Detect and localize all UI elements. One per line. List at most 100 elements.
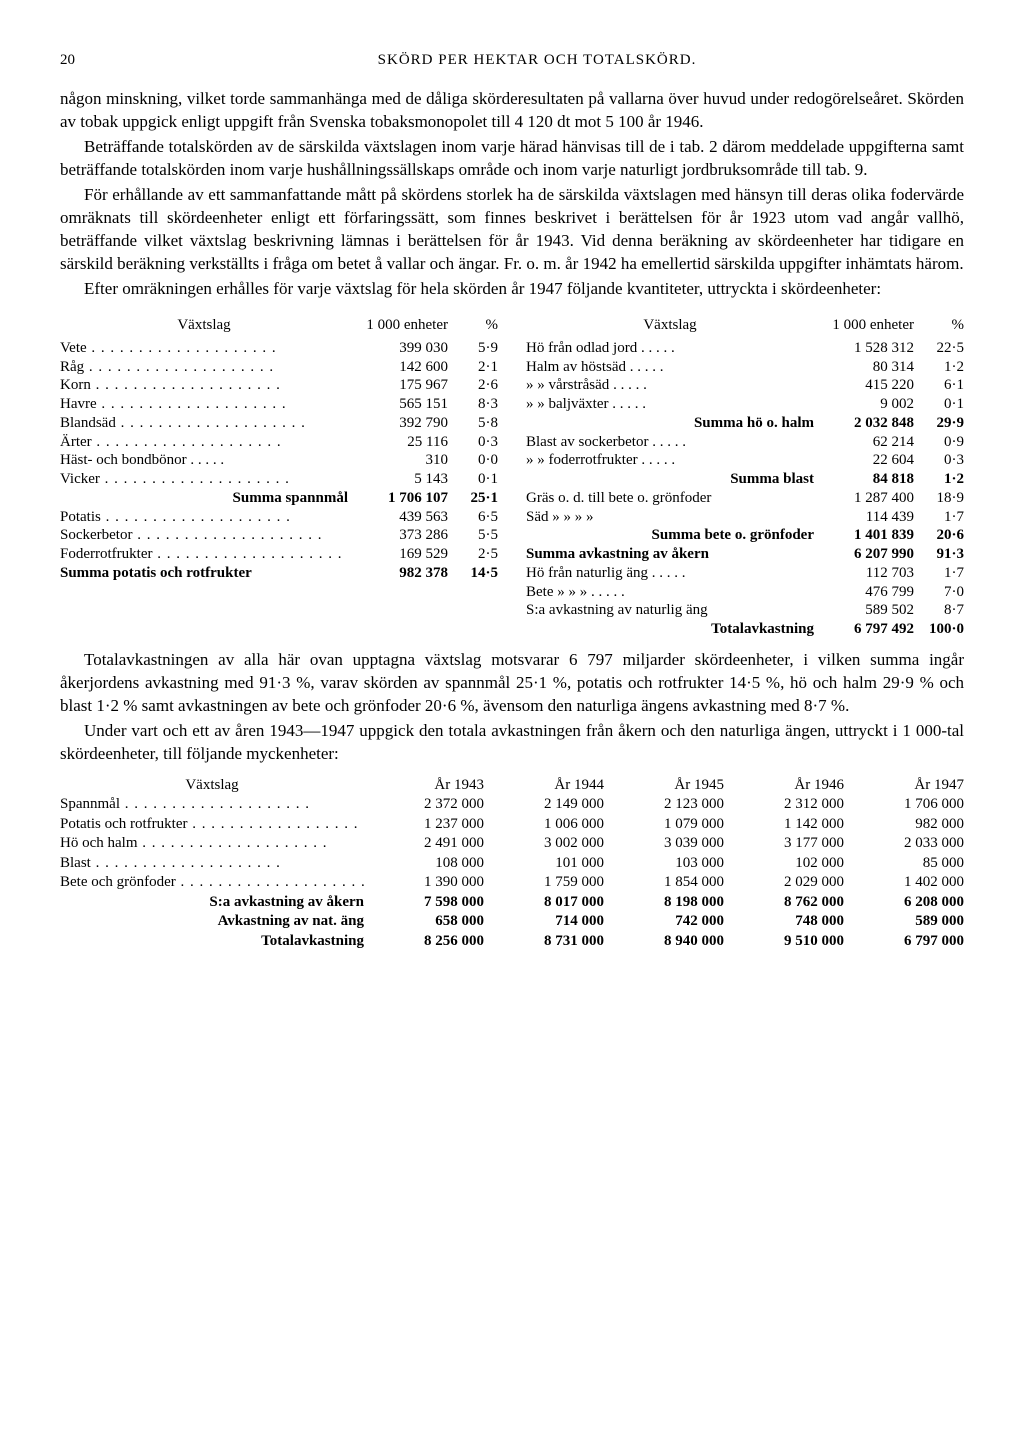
yt-label: Blast [60,854,364,874]
row-value: 476 799 [814,583,914,602]
row-label: Potatis [60,508,348,527]
yt-cell: 1 237 000 [364,815,484,835]
yt-head-5: År 1947 [844,776,964,796]
yt-cell: 982 000 [844,815,964,835]
row-label: Summa avkastning av åkern [526,545,814,564]
table-row: Potatis439 5636·5 [60,508,498,527]
row-percent: 0·9 [914,433,964,452]
yt-cell: 8 017 000 [484,893,604,913]
yt-cell: 8 940 000 [604,932,724,952]
row-percent: 5·9 [448,339,498,358]
row-percent: 20·6 [914,526,964,545]
row-label: Sockerbetor [60,526,348,545]
table-row: Vicker5 1430·1 [60,470,498,489]
row-label: Gräs o. d. till bete o. grönfoder [526,489,814,508]
yt-cell: 2 312 000 [724,795,844,815]
table-row: Råg142 6002·1 [60,358,498,377]
yt-label: S:a avkastning av åkern [60,893,364,913]
row-value: 565 151 [348,395,448,414]
row-label: Blast av sockerbetor [526,433,814,452]
table-header: Växtslag 1 000 enheter % [60,315,498,335]
row-label: Halm av höstsäd [526,358,814,377]
yt-label: Totalavkastning [60,932,364,952]
yt-cell: 1 854 000 [604,873,724,893]
row-percent: 0·3 [448,433,498,452]
yt-cell: 658 000 [364,912,484,932]
crop-table-1: Växtslag 1 000 enheter % Vete399 0305·9R… [60,315,964,639]
yt-cell: 8 731 000 [484,932,604,952]
yt-cell: 3 002 000 [484,834,604,854]
row-value: 84 818 [814,470,914,489]
yt-cell: 1 706 000 [844,795,964,815]
year-table-row: Blast108 000101 000103 000102 00085 000 [60,854,964,874]
row-label: Hö från naturlig äng [526,564,814,583]
row-value: 9 002 [814,395,914,414]
row-percent: 25·1 [448,489,498,508]
row-label: » » foderrotfrukter [526,451,814,470]
row-percent: 6·5 [448,508,498,527]
row-percent: 5·8 [448,414,498,433]
row-percent: 5·5 [448,526,498,545]
table-row: » » vårstråsäd415 2206·1 [526,376,964,395]
row-value: 1 401 839 [814,526,914,545]
col-percent: % [914,315,964,335]
table-row: Häst- och bondbönor3100·0 [60,451,498,470]
row-percent: 0·0 [448,451,498,470]
row-label: Råg [60,358,348,377]
yt-cell: 1 759 000 [484,873,604,893]
row-label: Summa spannmål [60,489,348,508]
row-value: 5 143 [348,470,448,489]
yt-cell: 3 039 000 [604,834,724,854]
paragraph-5: Totalavkastningen av alla här ovan uppta… [60,649,964,718]
yt-cell: 2 372 000 [364,795,484,815]
yt-cell: 8 198 000 [604,893,724,913]
row-label: Korn [60,376,348,395]
row-value: 399 030 [348,339,448,358]
row-value: 1 528 312 [814,339,914,358]
row-percent: 0·1 [914,395,964,414]
row-label: Vicker [60,470,348,489]
row-label: Summa bete o. grönfoder [526,526,814,545]
row-label: S:a avkastning av naturlig äng [526,601,814,620]
row-value: 6 207 990 [814,545,914,564]
col-vaxtslag: Växtslag [526,315,814,335]
year-table-row: Avkastning av nat. äng658 000714 000742 … [60,912,964,932]
running-title: SKÖRD PER HEKTAR OCH TOTALSKÖRD. [110,50,964,70]
row-percent: 22·5 [914,339,964,358]
table-row: » » baljväxter9 0020·1 [526,395,964,414]
yt-cell: 1 402 000 [844,873,964,893]
yt-cell: 8 256 000 [364,932,484,952]
paragraph-1: någon minskning, vilket torde sammanhäng… [60,88,964,134]
row-value: 415 220 [814,376,914,395]
row-value: 982 378 [348,564,448,583]
row-value: 80 314 [814,358,914,377]
yt-cell: 2 123 000 [604,795,724,815]
col-vaxtslag: Växtslag [60,315,348,335]
yt-head-3: År 1945 [604,776,724,796]
yt-cell: 714 000 [484,912,604,932]
table-row: Foderrotfrukter169 5292·5 [60,545,498,564]
table-row: Havre565 1518·3 [60,395,498,414]
yt-cell: 1 079 000 [604,815,724,835]
yt-head-0: Växtslag [60,776,364,796]
row-label: Summa hö o. halm [526,414,814,433]
table-row: Summa blast84 8181·2 [526,470,964,489]
yt-cell: 589 000 [844,912,964,932]
row-percent: 1·7 [914,564,964,583]
row-value: 310 [348,451,448,470]
row-label: Vete [60,339,348,358]
row-percent: 0·3 [914,451,964,470]
row-label: Havre [60,395,348,414]
paragraph-3: För erhållande av ett sammanfattande måt… [60,184,964,276]
year-table: Växtslag År 1943 År 1944 År 1945 År 1946… [60,776,964,952]
row-label: Blandsäd [60,414,348,433]
table-row: » » foderrotfrukter22 6040·3 [526,451,964,470]
table-row: Korn175 9672·6 [60,376,498,395]
yt-head-2: År 1944 [484,776,604,796]
table-row: Summa avkastning av åkern6 207 99091·3 [526,545,964,564]
row-value: 25 116 [348,433,448,452]
yt-cell: 1 390 000 [364,873,484,893]
row-value: 392 790 [348,414,448,433]
yt-cell: 2 491 000 [364,834,484,854]
row-percent: 29·9 [914,414,964,433]
